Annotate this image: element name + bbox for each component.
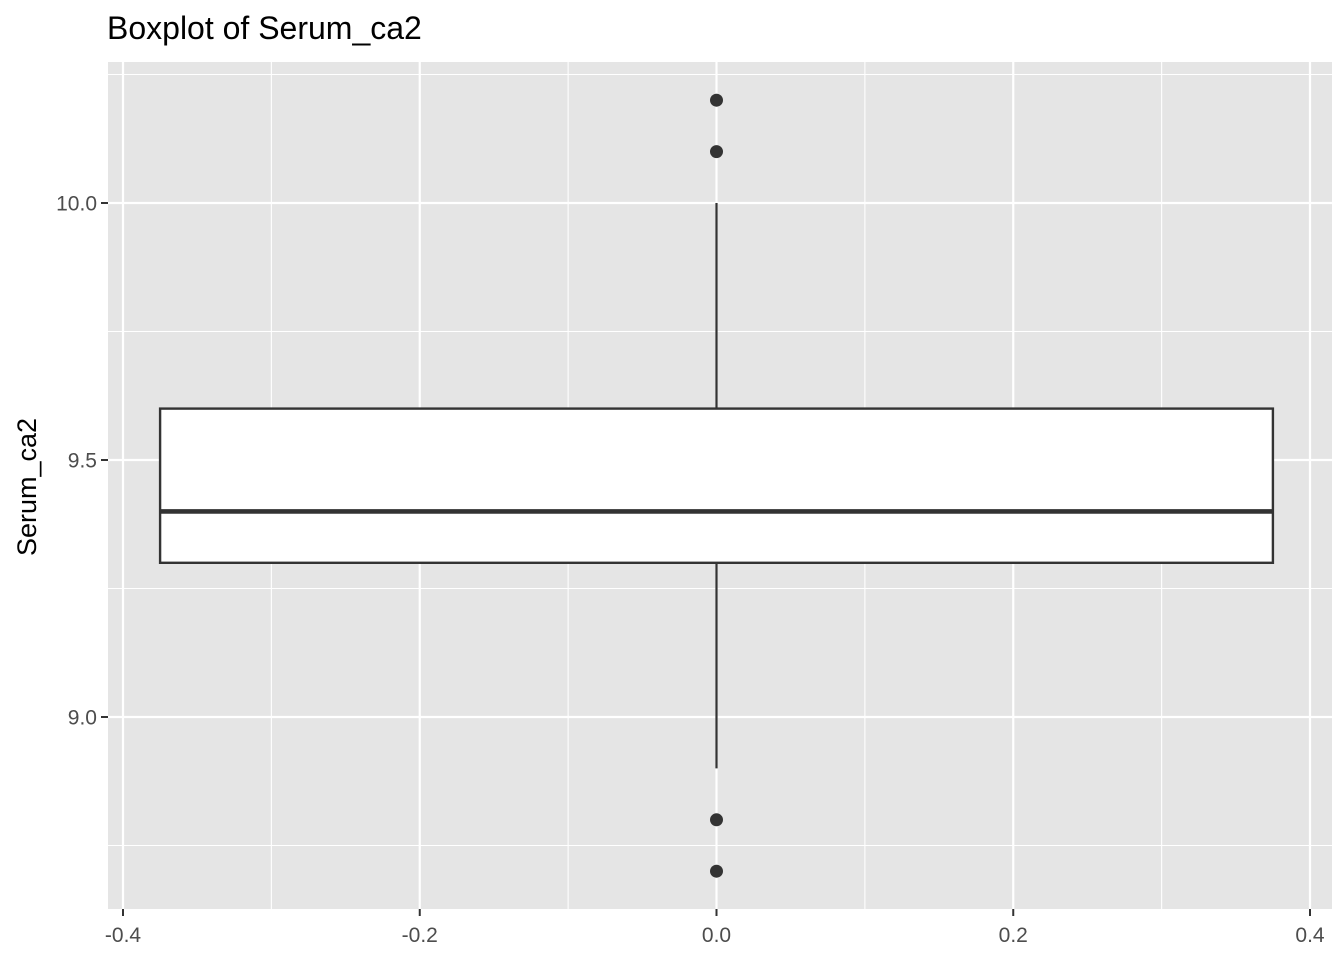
y-tick-label: 10.0 <box>56 193 97 216</box>
outlier-point <box>710 864 723 878</box>
x-axis: -0.4 -0.2 0.0 0.2 0.4 <box>105 909 1325 947</box>
y-tick-label: 9.0 <box>68 707 97 730</box>
x-tick-label: 0.2 <box>999 924 1028 947</box>
x-tick-label: 0.0 <box>702 924 731 947</box>
y-axis-title: Serum_ca2 <box>12 418 42 556</box>
x-tick-label: -0.4 <box>105 924 142 947</box>
chart-title: Boxplot of Serum_ca2 <box>107 10 422 46</box>
boxplot <box>158 203 1275 769</box>
box-iqr <box>158 407 1275 565</box>
x-tick-label: -0.2 <box>402 924 438 947</box>
y-tick-label: 9.5 <box>68 450 97 473</box>
x-tick-label: 0.4 <box>1295 924 1325 947</box>
y-axis: 9.0 9.5 10.0 <box>56 193 108 730</box>
outlier-point <box>710 93 723 107</box>
outlier-points <box>710 93 723 878</box>
outlier-point <box>710 145 723 159</box>
outlier-point <box>710 813 723 827</box>
